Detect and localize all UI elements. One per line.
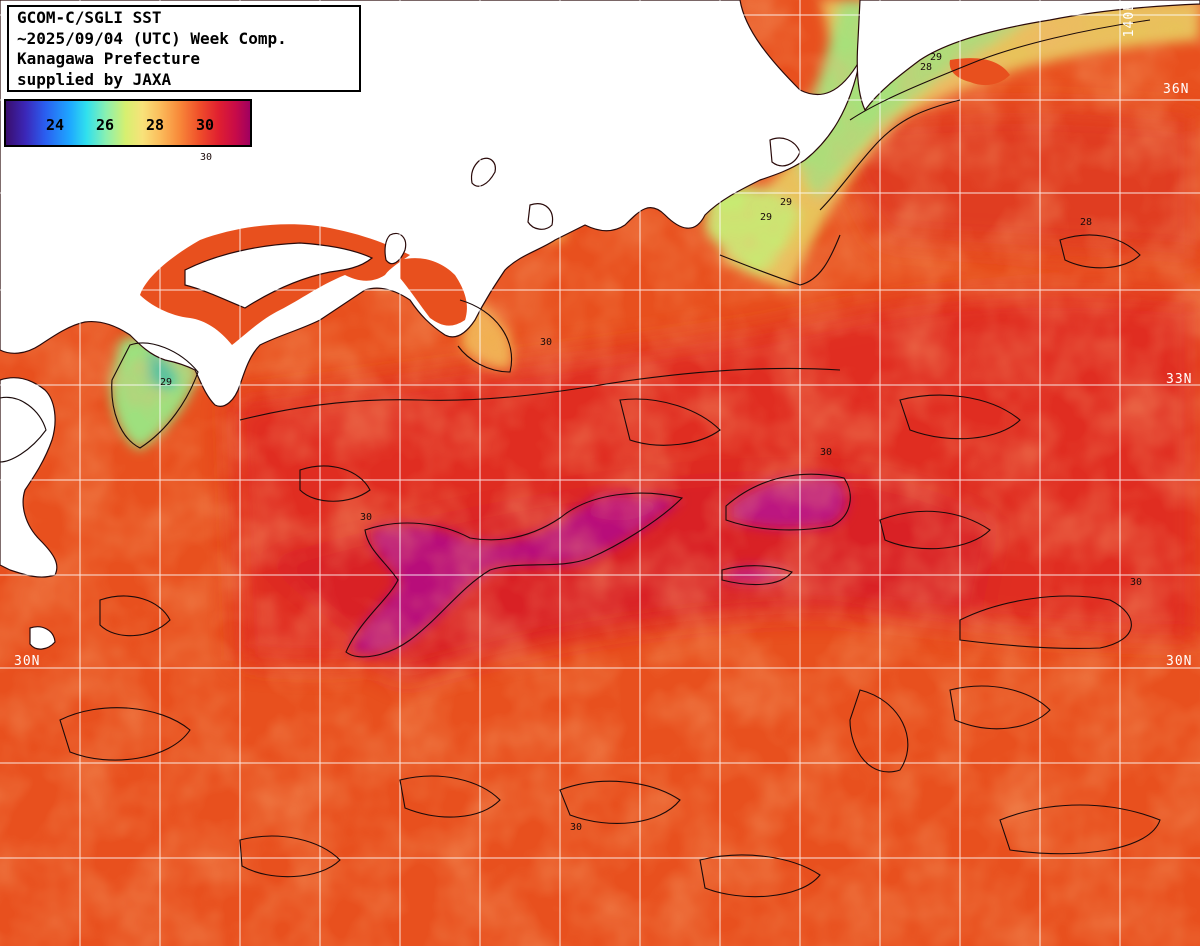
contour-label: 30 <box>540 337 552 348</box>
sst-colorbar: 24 26 28 30 <box>4 99 252 147</box>
colorbar-tick-28: 28 <box>146 116 165 134</box>
contour-label: 28 <box>1080 217 1092 228</box>
lon-label-136e: 136E <box>480 2 495 38</box>
title-period: ~2025/09/04 (UTC) Week Comp. <box>17 28 287 48</box>
contour-label: 29 <box>930 52 942 63</box>
title-supplier: supplied by JAXA <box>17 69 172 89</box>
contour-label: 30 <box>820 447 832 458</box>
contour-label: 30 <box>1130 577 1142 588</box>
lon-label-140e: 140E <box>1122 2 1137 38</box>
land-kyushu <box>0 377 58 578</box>
contour-label: 29 <box>160 377 172 388</box>
land-yakushima <box>29 626 56 650</box>
title-provider: Kanagawa Prefecture <box>17 49 201 68</box>
title-product: GCOM-C/SGLI SST <box>17 8 162 27</box>
land-kii <box>400 258 467 326</box>
contour-labels: 30 29 28 30 29 30 28 29 30 30 29 30 <box>160 52 1142 833</box>
land-kanto <box>856 0 1200 112</box>
map-title-box: GCOM-C/SGLI SST ~2025/09/04 (UTC) Week C… <box>7 5 361 92</box>
colorbar-tick-26: 26 <box>96 116 115 134</box>
contour-label: 28 <box>920 62 932 73</box>
contour-label: 29 <box>760 212 772 223</box>
contour-label: 30 <box>570 822 582 833</box>
contour-label: 30 <box>200 152 212 163</box>
lat-label-30n-right: 30N <box>1166 654 1193 669</box>
lat-label-33n: 33N <box>1166 372 1193 387</box>
lat-label-36n: 36N <box>1163 82 1190 97</box>
contour-label: 30 <box>360 512 372 523</box>
colorbar-tick-30: 30 <box>196 116 215 134</box>
lat-label-30n-left: 30N <box>14 654 41 669</box>
colorbar-tick-24: 24 <box>46 116 65 134</box>
contour-label: 29 <box>780 197 792 208</box>
isotherm-contours <box>0 19 1161 898</box>
